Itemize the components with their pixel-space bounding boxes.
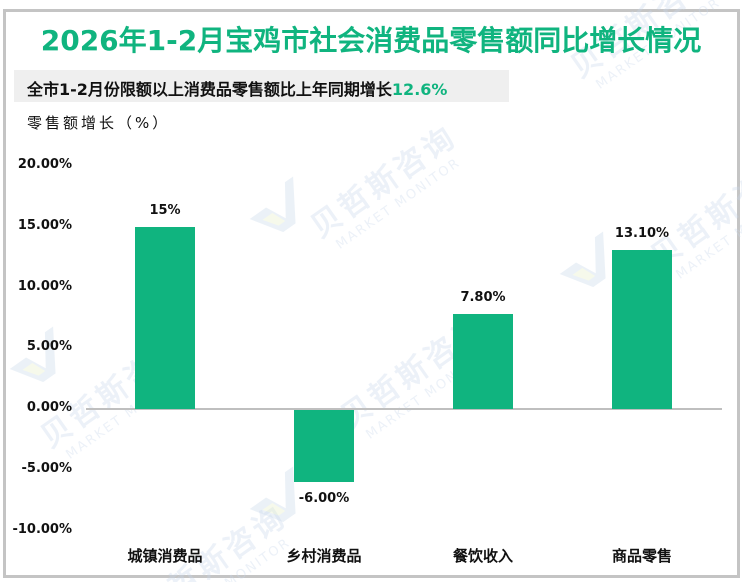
- data-label: 7.80%: [460, 290, 506, 306]
- y-tick-label: 10.00%: [17, 278, 72, 294]
- subtitle-text: 全市1-2月份限额以上消费品零售额比上年同期增长: [27, 80, 392, 99]
- bar: [135, 226, 195, 409]
- data-label: 13.10%: [614, 225, 670, 241]
- chart-frame: [3, 9, 740, 578]
- chart-subtitle: 全市1-2月份限额以上消费品零售额比上年同期增长12.6%: [27, 76, 447, 100]
- chart-title: 2026年1-2月宝鸡市社会消费品零售额同比增长情况: [40, 24, 702, 57]
- data-label: -6.00%: [298, 490, 350, 506]
- x-category-label: 城镇消费品: [127, 547, 203, 565]
- y-tick-label: -10.00%: [12, 521, 72, 537]
- subtitle-box: [14, 70, 509, 102]
- bar: [612, 249, 672, 409]
- y-tick-label: 15.00%: [17, 217, 72, 233]
- y-tick-label: 0.00%: [26, 400, 72, 415]
- data-label: 15%: [149, 202, 181, 218]
- y-tick-label: 5.00%: [26, 339, 72, 355]
- x-category-label: 餐饮收入: [452, 547, 513, 565]
- x-axis-line: [86, 408, 722, 410]
- bar: [453, 314, 513, 409]
- x-category-label: 乡村消费品: [286, 547, 362, 565]
- bar: [294, 410, 354, 482]
- y-tick-label: 20.00%: [17, 157, 72, 172]
- y-tick-label: -5.00%: [21, 460, 73, 476]
- subtitle-highlight: 12.6%: [391, 80, 448, 99]
- x-category-label: 商品零售: [611, 547, 672, 565]
- y-axis-unit-label: 零售额增长（%）: [27, 114, 171, 132]
